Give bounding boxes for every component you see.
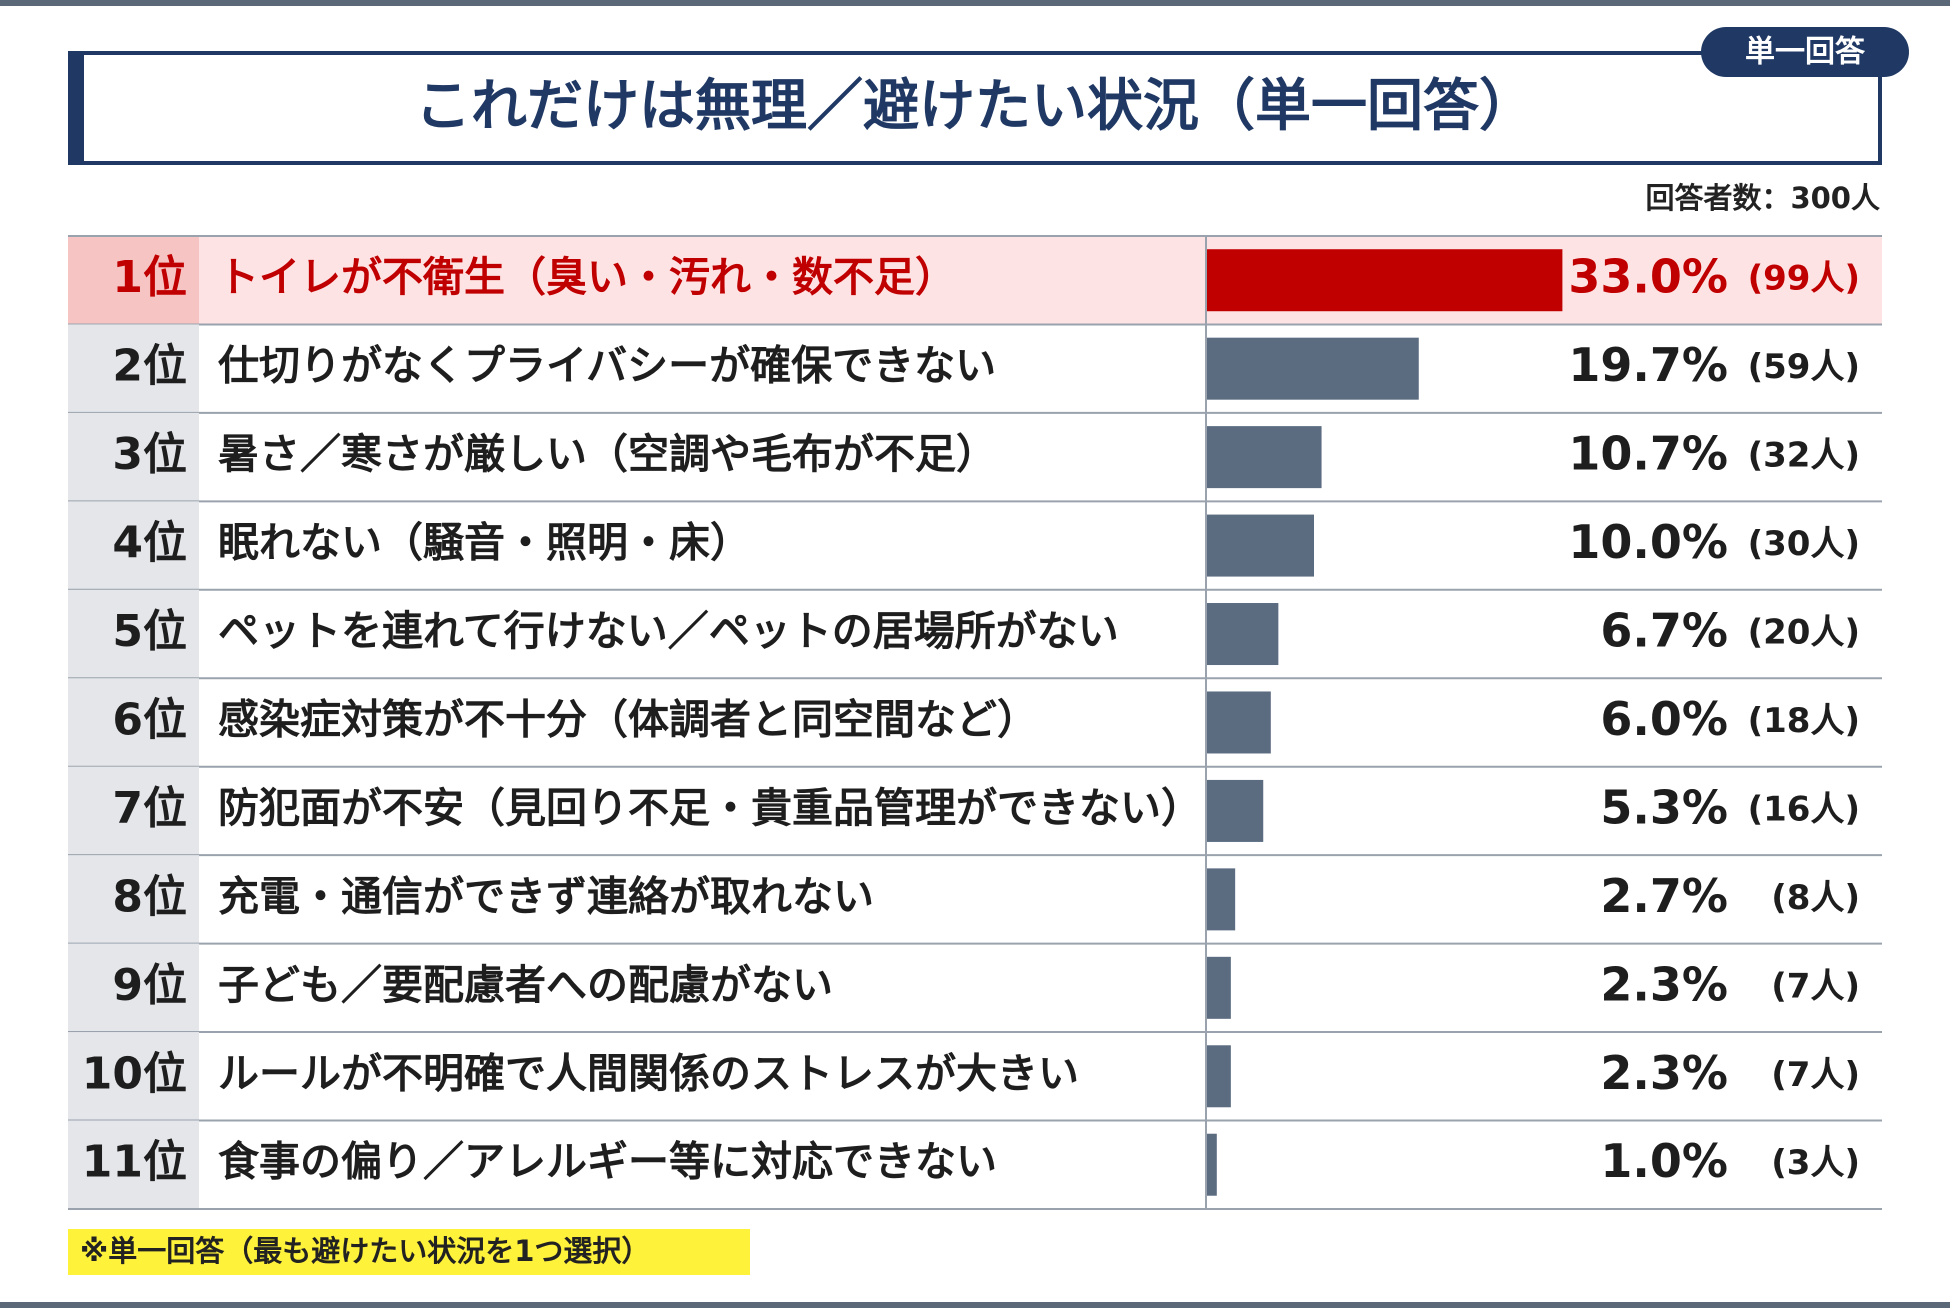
rank-label: 3位 — [112, 429, 187, 480]
rank-cell — [68, 1120, 199, 1209]
count-label: (18人) — [1748, 701, 1860, 741]
rank-cell — [68, 943, 199, 1033]
bar — [1206, 603, 1279, 666]
title-box — [68, 51, 1882, 165]
rank-label: 8位 — [112, 871, 187, 922]
value-label: 33.0% — [1568, 250, 1728, 304]
value-label: 10.0% — [1568, 515, 1728, 569]
rank-label: 2位 — [112, 341, 187, 392]
count-label: (8人) — [1771, 878, 1860, 918]
count-label: (30人) — [1748, 524, 1860, 564]
rank-cell — [68, 324, 199, 413]
bar — [1206, 249, 1563, 312]
rank-label: 11位 — [82, 1137, 187, 1188]
rank-cell — [68, 589, 199, 679]
category-label: 眠れない（騒音・照明・床） — [218, 519, 751, 567]
value-label: 2.3% — [1600, 1046, 1728, 1100]
bar — [1206, 514, 1314, 577]
category-label: 仕切りがなくプライバシーが確保できない — [218, 342, 996, 390]
rank-label: 1位 — [112, 252, 187, 303]
bar — [1206, 1133, 1217, 1196]
footnote-box — [68, 1229, 750, 1275]
value-label: 10.7% — [1568, 427, 1728, 481]
rank-label: 7位 — [112, 783, 187, 834]
value-label: 5.3% — [1600, 780, 1728, 834]
bar — [1206, 1045, 1231, 1108]
category-label: 子ども／要配慮者への配慮がない — [218, 961, 833, 1009]
category-label: 感染症対策が不十分（体調者と同空間など） — [218, 695, 1038, 743]
count-label: (3人) — [1771, 1143, 1860, 1183]
chart-title: これだけは無理／避けたい状況（単一回答） — [415, 74, 1535, 139]
value-label: 6.7% — [1600, 604, 1728, 658]
count-label: (20人) — [1748, 613, 1860, 653]
rank-cell — [68, 1032, 199, 1121]
rank-label: 4位 — [112, 518, 187, 569]
count-label: (32人) — [1748, 436, 1860, 476]
count-label: (7人) — [1771, 966, 1860, 1006]
highlight-row — [68, 236, 1882, 325]
category-label: 暑さ／寒さが厳しい（空調や毛布が不足） — [218, 430, 997, 478]
rank-cell — [68, 412, 199, 502]
rank-cell — [68, 236, 199, 325]
value-label: 19.7% — [1568, 338, 1728, 392]
category-label: ルールが不明確で人間関係のストレスが大きい — [218, 1049, 1079, 1097]
rank-label: 5位 — [112, 606, 187, 657]
footnote: ※単一回答（最も避けたい状況を1つ選択） — [80, 1234, 650, 1268]
value-label: 2.7% — [1600, 869, 1728, 923]
badge-text: 単一回答 — [1745, 35, 1866, 70]
rank-cell — [68, 678, 199, 767]
category-label: トイレが不衛生（臭い・汚れ・数不足） — [218, 253, 956, 301]
badge — [1701, 27, 1909, 77]
count-label: (16人) — [1748, 789, 1860, 829]
value-label: 6.0% — [1600, 692, 1728, 746]
rank-label: 6位 — [112, 694, 187, 745]
category-label: 食事の偏り／アレルギー等に対応できない — [218, 1138, 997, 1186]
category-label: 防犯面が不安（見回り不足・貴重品管理ができない） — [218, 784, 1202, 832]
count-label: (59人) — [1748, 347, 1860, 387]
rank-label: 10位 — [82, 1048, 187, 1099]
rank-cell — [68, 766, 199, 856]
top-strip — [0, 0, 1950, 6]
rank-cell — [68, 855, 199, 944]
category-label: 充電・通信ができず連絡が取れない — [218, 872, 874, 920]
bar — [1206, 779, 1264, 842]
title-accent — [68, 51, 84, 165]
value-label: 2.3% — [1600, 957, 1728, 1011]
bar — [1206, 868, 1236, 931]
count-label: (99人) — [1748, 259, 1860, 299]
bar — [1206, 956, 1231, 1019]
category-label: ペットを連れて行けない／ペットの居場所がない — [218, 607, 1119, 655]
bar — [1206, 691, 1271, 754]
bottom-strip — [0, 1302, 1950, 1308]
bar — [1206, 426, 1322, 489]
rank-label: 9位 — [112, 960, 187, 1011]
respondent-note: 回答者数：300人 — [1645, 181, 1880, 215]
count-label: (7人) — [1771, 1055, 1860, 1095]
bar — [1206, 337, 1419, 400]
value-label: 1.0% — [1600, 1134, 1728, 1188]
rank-cell — [68, 501, 199, 590]
